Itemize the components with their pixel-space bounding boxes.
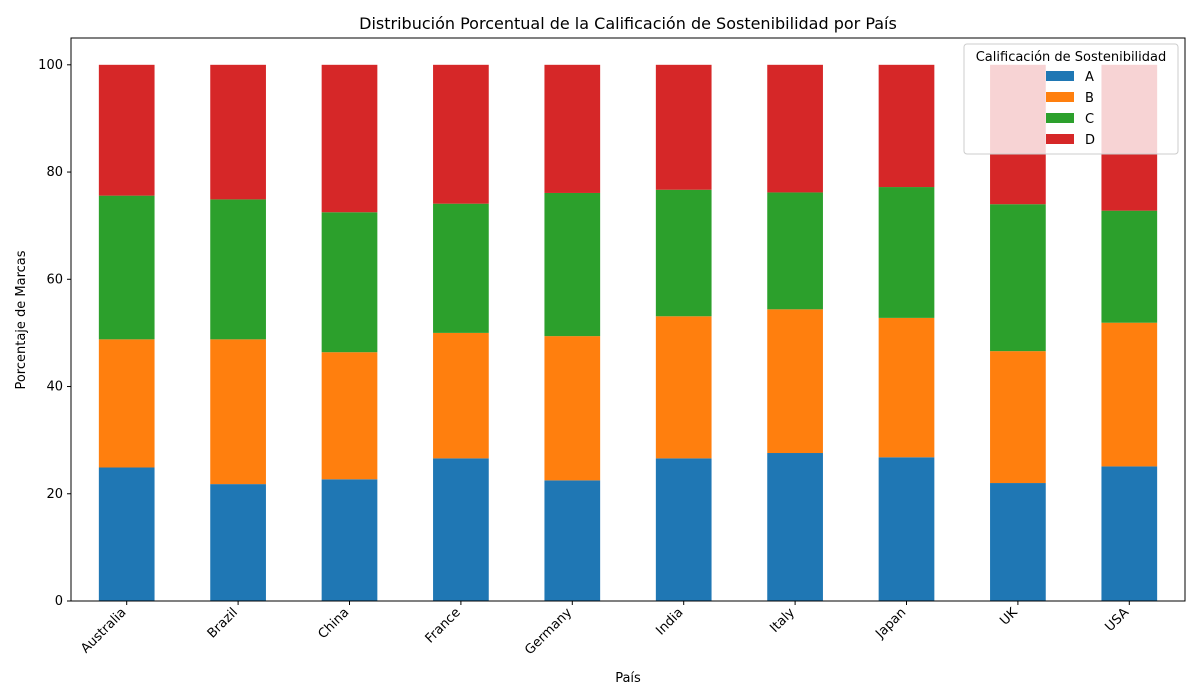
bar-D-Italy <box>767 64 823 193</box>
x-tick-label: Italy <box>767 605 798 636</box>
bar-C-India <box>655 189 712 317</box>
bar-D-India <box>655 64 712 190</box>
bar-B-Germany <box>544 336 601 481</box>
bar-A-France <box>433 458 489 601</box>
bar-B-India <box>655 316 712 459</box>
bar-A-Germany <box>544 480 601 601</box>
y-tick-label: 80 <box>46 165 63 180</box>
bar-B-France <box>433 332 489 459</box>
bar-A-Italy <box>767 453 823 601</box>
x-tick-label: USA <box>1102 605 1132 635</box>
x-tick-label: Brazil <box>205 605 241 641</box>
legend-swatch-A <box>1046 71 1074 81</box>
bar-B-UK <box>990 351 1046 484</box>
legend-swatch-B <box>1046 92 1074 102</box>
bar-B-USA <box>1101 322 1158 467</box>
bar-B-Australia <box>98 339 155 468</box>
y-tick-label: 40 <box>46 380 63 395</box>
bar-A-China <box>321 479 378 601</box>
bar-C-Germany <box>544 192 601 337</box>
chart-title: Distribución Porcentual de la Calificaci… <box>359 14 897 33</box>
x-axis-label: País <box>615 671 641 686</box>
plot-frame <box>70 37 1186 602</box>
bar-C-USA <box>1101 210 1158 323</box>
legend-swatch-D <box>1046 134 1074 144</box>
bar-A-Japan <box>878 457 935 601</box>
legend-label-B: B <box>1085 91 1094 106</box>
bar-C-France <box>433 203 489 333</box>
bar-D-Brazil <box>210 64 266 200</box>
bar-C-Italy <box>767 192 823 310</box>
x-tick-label: France <box>423 605 464 646</box>
y-tick-label: 60 <box>46 272 63 287</box>
bar-B-Brazil <box>210 339 266 485</box>
y-tick-label: 0 <box>55 594 63 609</box>
legend-label-C: C <box>1085 112 1094 127</box>
x-tick-label: Japan <box>872 605 909 642</box>
bar-A-UK <box>990 483 1046 601</box>
bar-C-UK <box>990 204 1046 352</box>
x-tick-label: China <box>315 605 352 642</box>
bar-B-China <box>321 352 378 480</box>
bar-D-Australia <box>98 64 155 196</box>
y-tick-label: 100 <box>38 58 63 73</box>
x-tick-label: India <box>653 605 686 638</box>
legend-label-A: A <box>1085 70 1094 85</box>
bar-C-Australia <box>98 195 155 340</box>
bar-B-Japan <box>878 317 935 458</box>
bar-C-Brazil <box>210 199 266 340</box>
bar-A-Australia <box>98 467 155 601</box>
y-axis-label: Porcentaje de Marcas <box>14 250 29 389</box>
legend-title: Calificación de Sostenibilidad <box>976 50 1167 65</box>
y-tick-label: 20 <box>46 487 63 502</box>
bar-A-USA <box>1101 466 1158 601</box>
bar-D-Germany <box>544 64 601 193</box>
bar-D-France <box>433 64 489 204</box>
legend-swatch-C <box>1046 113 1074 123</box>
bar-C-Japan <box>878 187 935 318</box>
x-tick-label: UK <box>997 605 1021 629</box>
x-tick-label: Germany <box>522 605 575 658</box>
bar-B-Italy <box>767 309 823 454</box>
bar-A-India <box>655 458 712 601</box>
bar-A-Brazil <box>210 484 266 601</box>
x-tick-label: Australia <box>78 605 129 656</box>
bar-D-Japan <box>878 64 935 188</box>
bar-C-China <box>321 212 378 353</box>
legend-label-D: D <box>1085 133 1095 148</box>
bar-D-China <box>321 64 378 213</box>
